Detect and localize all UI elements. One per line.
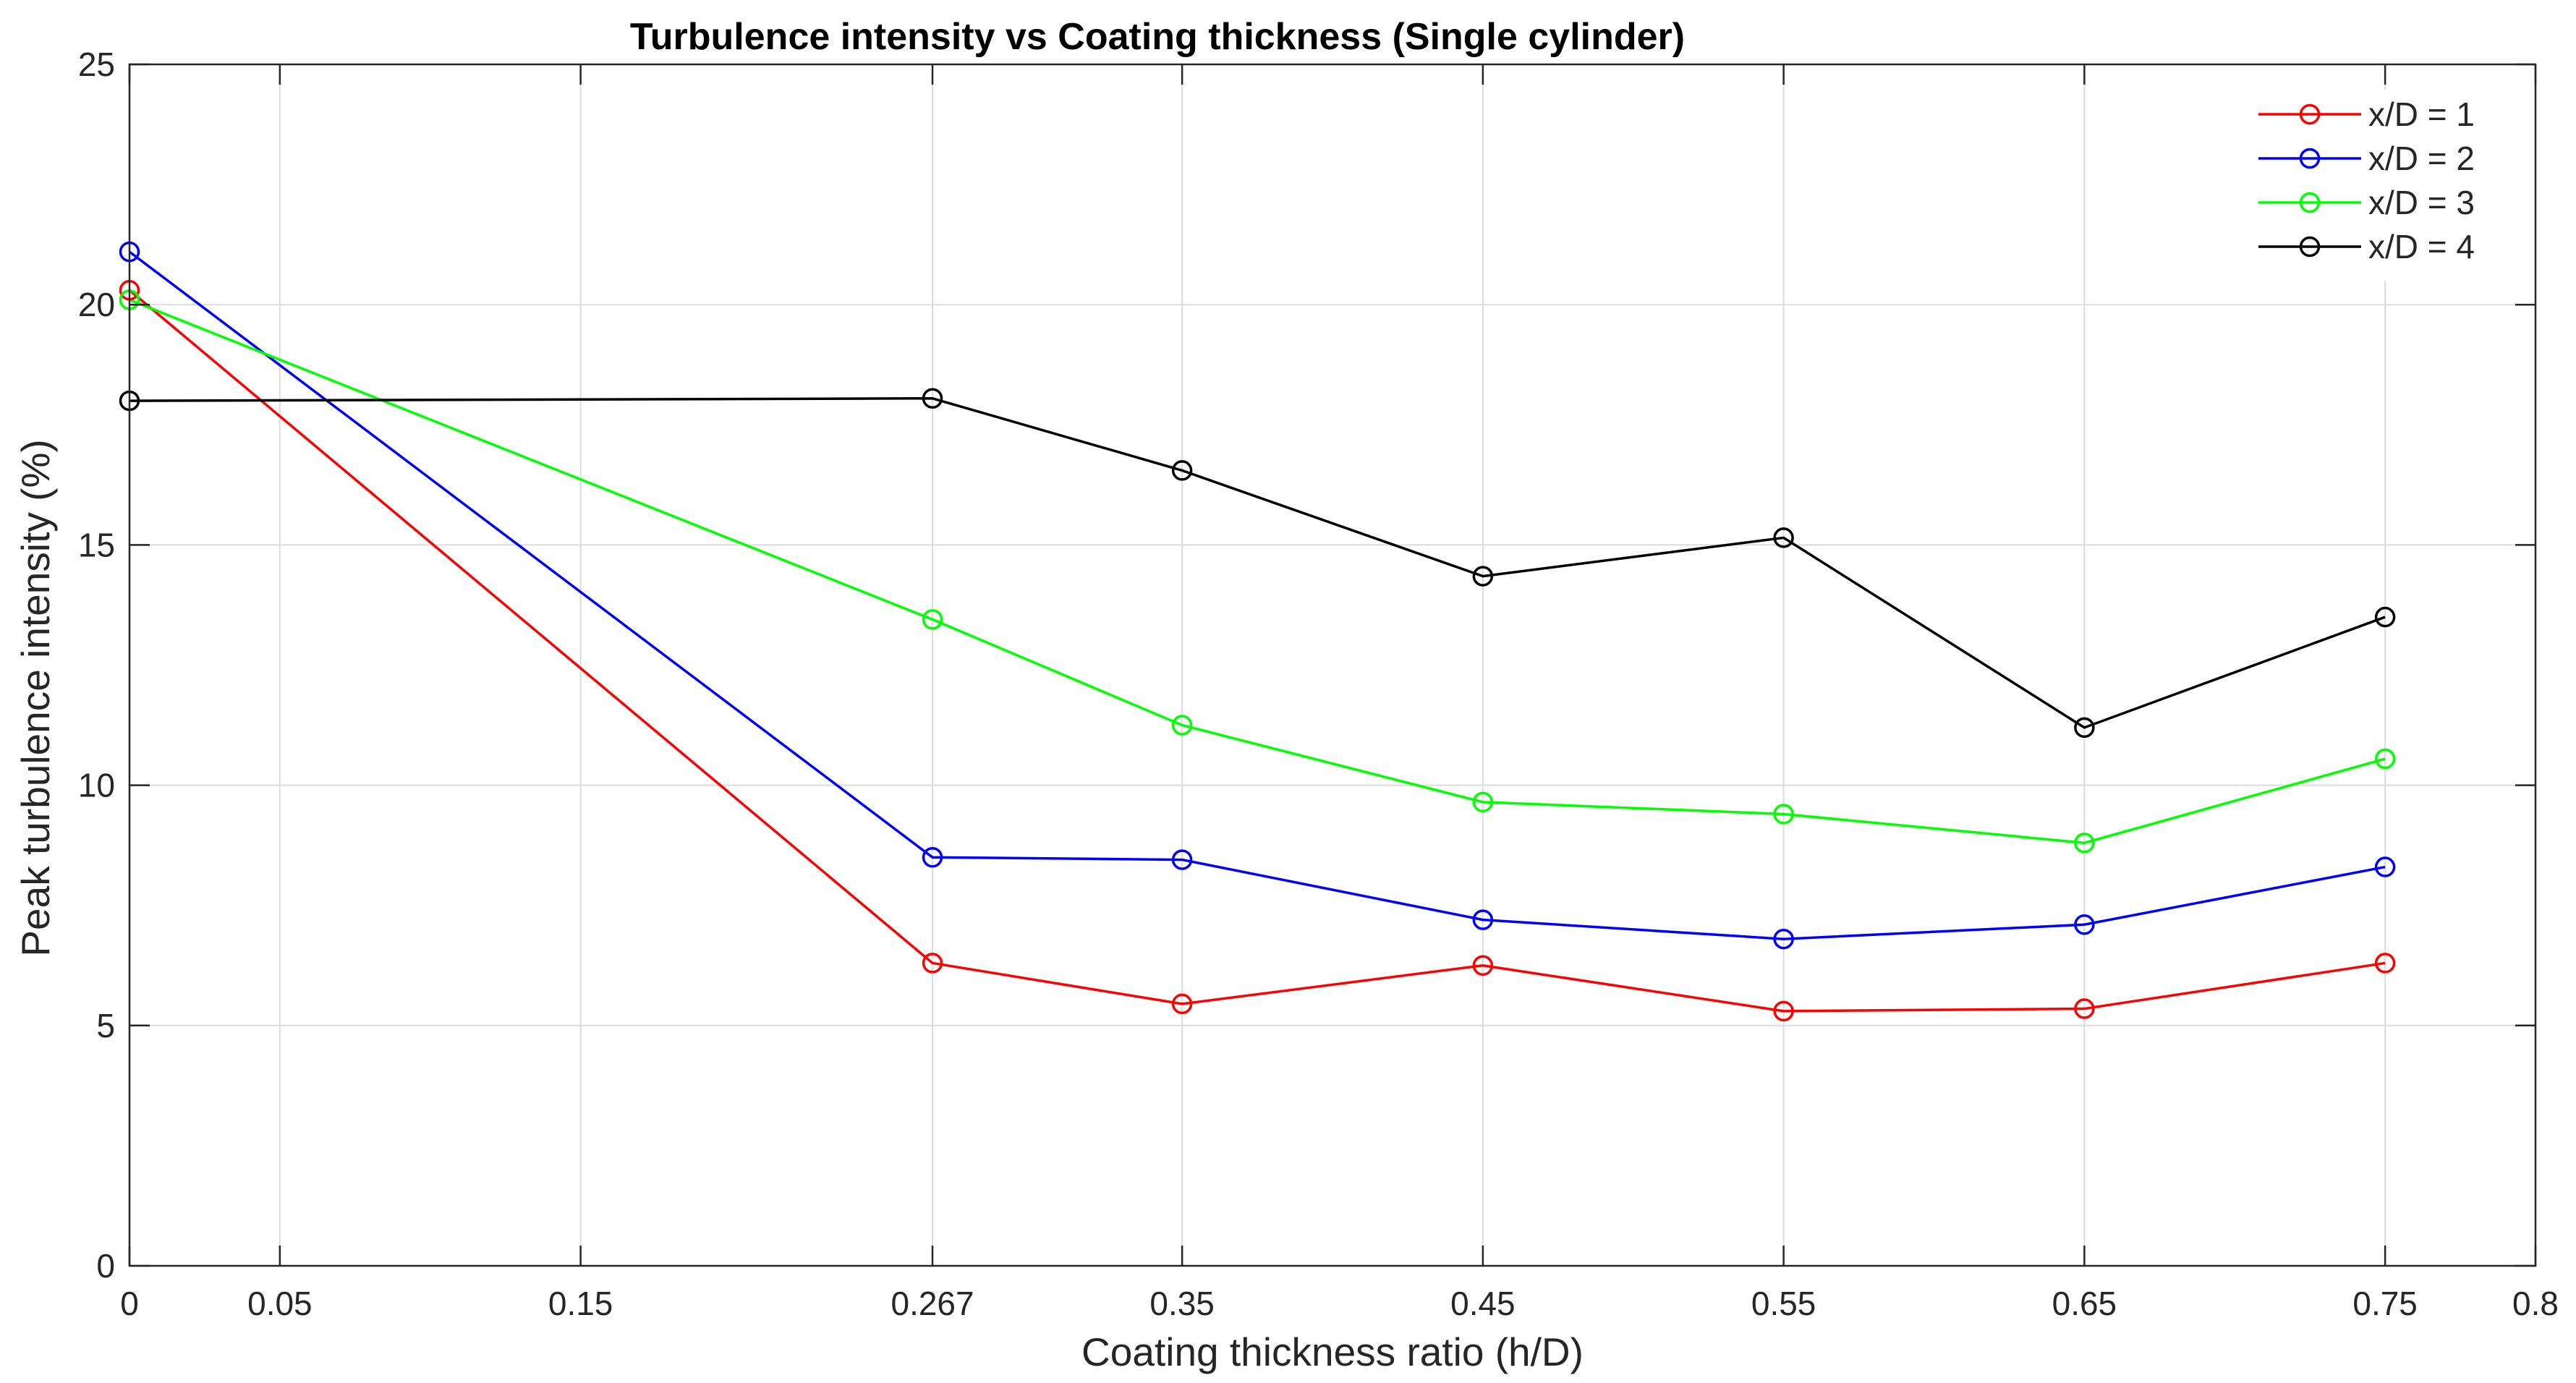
series-lines xyxy=(128,250,2386,1013)
data-point-x-d-3 xyxy=(2374,748,2396,770)
data-point-x-d-2 xyxy=(1472,909,1494,930)
data-point-x-d-1 xyxy=(1773,1000,1794,1022)
x-tick-label: 0.45 xyxy=(1450,1285,1516,1322)
tick-marks xyxy=(128,63,2537,1267)
data-point-x-d-3 xyxy=(2074,833,2095,854)
x-tick-label: 0.55 xyxy=(1751,1285,1816,1322)
data-point-x-d-4 xyxy=(2374,606,2396,628)
x-tick-label: 0.15 xyxy=(548,1285,613,1322)
series-line-x-d-2 xyxy=(128,250,2386,940)
data-point-x-d-2 xyxy=(1773,928,1794,950)
x-tick-labels: 0 0.05 0.15 0.267 0.35 0.45 0.55 0.65 0.75 0.8 xyxy=(120,1285,2559,1322)
y-tick-label: 10 xyxy=(78,767,115,804)
data-point-x-d-1 xyxy=(1171,993,1193,1015)
x-tick-label: 0.05 xyxy=(247,1285,313,1322)
data-point-x-d-3 xyxy=(1171,715,1193,736)
x-tick-label: 0 xyxy=(120,1285,139,1322)
x-tick-label: 0.65 xyxy=(2052,1285,2117,1322)
x-tick-label: 0.8 xyxy=(2512,1285,2559,1322)
data-point-x-d-3 xyxy=(1472,791,1494,813)
legend-marker-x-d-4 xyxy=(2299,236,2321,258)
data-point-x-d-4 xyxy=(1171,460,1193,481)
legend-label-x-d-1: x/D = 1 xyxy=(2368,95,2475,133)
data-point-x-d-3 xyxy=(1773,804,1794,825)
series-line-x-d-3 xyxy=(129,298,2386,845)
plot-frame xyxy=(128,63,2537,1267)
data-point-x-d-1 xyxy=(922,953,943,974)
legend-label-x-d-3: x/D = 3 xyxy=(2368,184,2475,221)
x-tick-label: 0.35 xyxy=(1149,1285,1215,1322)
data-point-x-d-4 xyxy=(1472,566,1494,587)
data-point-x-d-1 xyxy=(2074,998,2095,1019)
series-line-x-d-4 xyxy=(129,397,2386,729)
data-point-x-d-2 xyxy=(2074,914,2095,935)
data-point-x-d-2 xyxy=(922,847,943,868)
y-tick-label: 20 xyxy=(78,286,115,323)
data-point-x-d-4 xyxy=(2074,717,2095,739)
legend-marker-x-d-1 xyxy=(2299,103,2321,125)
data-point-x-d-3 xyxy=(922,609,943,630)
y-tick-label: 5 xyxy=(96,1007,115,1044)
legend: x/D = 1 x/D = 2 x/D = 3 x/D = 4 xyxy=(2237,90,2519,281)
x-tick-label: 0.267 xyxy=(890,1285,974,1322)
legend-marker-x-d-3 xyxy=(2299,192,2321,213)
legend-box xyxy=(2237,90,2519,281)
y-tick-labels: 0 5 10 15 20 25 xyxy=(78,46,115,1285)
legend-label-x-d-2: x/D = 2 xyxy=(2368,140,2475,177)
data-point-x-d-4 xyxy=(922,388,943,409)
chart-title: Turbulence intensity vs Coating thicknes… xyxy=(630,16,1685,58)
data-point-x-d-2 xyxy=(1171,849,1193,870)
data-point-x-d-1 xyxy=(1472,955,1494,976)
y-axis-label: Peak turbulence intensity (%) xyxy=(13,439,58,956)
x-tick-label: 0.75 xyxy=(2352,1285,2418,1322)
y-tick-label: 0 xyxy=(96,1247,115,1285)
data-point-x-d-2 xyxy=(2374,856,2396,877)
series-line-x-d-1 xyxy=(128,289,2386,1013)
y-tick-label: 25 xyxy=(78,46,115,83)
legend-marker-x-d-2 xyxy=(2299,148,2321,169)
y-tick-label: 15 xyxy=(78,526,115,563)
data-point-x-d-4 xyxy=(1773,527,1794,548)
data-point-x-d-1 xyxy=(2374,953,2396,974)
legend-label-x-d-4: x/D = 4 xyxy=(2368,228,2475,265)
x-axis-label: Coating thickness ratio (h/D) xyxy=(1081,1329,1584,1374)
